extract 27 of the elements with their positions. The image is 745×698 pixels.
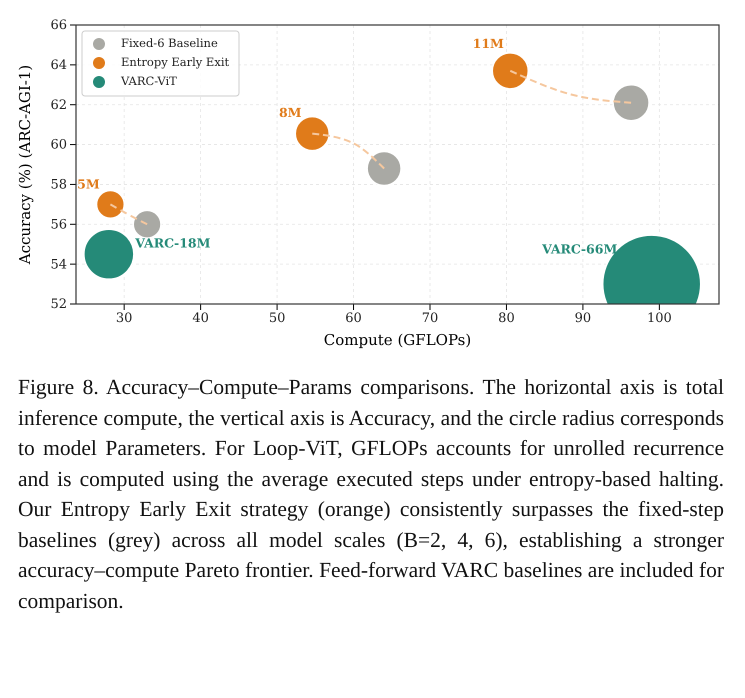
legend-label: VARC-ViT [120,74,178,88]
y-tick-label: 64 [50,58,67,74]
annotation: VARC-18M [134,235,211,250]
x-axis-title: Compute (GFLOPs) [324,331,472,349]
y-tick-label: 52 [50,297,67,312]
x-tick-label: 40 [192,311,209,326]
x-tick-label: 70 [422,311,438,326]
y-tick-label: 66 [50,18,67,34]
x-tick-label: 80 [498,311,515,326]
y-tick-label: 58 [50,178,67,193]
x-tick-label: 60 [345,311,362,326]
y-axis-title: Accuracy (%) (ARC-AGI-1) [16,64,34,266]
annotation: 11M [472,36,504,52]
x-tick-label: 90 [574,311,592,326]
annotation: 5M [77,176,100,192]
x-tick-label: 30 [116,311,132,326]
y-tick-label: 54 [50,257,67,272]
y-tick-label: 60 [50,138,67,153]
x-tick-label: 100 [646,311,672,326]
caption: Figure 8. Accuracy–Compute–Params comparisons. The horizontal axis is total inference compute, the vertical axis is Accuracy, and the circle radius corresponds to model Parameters. For Loop-ViT, GFLOPs accounts for unrolled recurrence and is computed using the average executed steps under entropy-based halting. Our Entropy Early Exit strategy (orange) consistently surpasses the fixed-step baselines (grey) across all model scales (B=2, 4, 6), establishing a stronger accuracy–compute Pareto frontier. Feed-forward VARC baselines are included for comparison. [18,374,724,615]
annotation: VARC-66M [541,241,618,256]
legend-label: Entropy Early Exit [121,54,230,69]
legend-label: Fixed-6 Baseline [121,36,218,50]
annotation: 8M [278,104,302,120]
y-tick-label: 62 [50,98,67,113]
x-tick-label: 50 [268,311,286,326]
y-tick-label: 56 [50,217,67,232]
